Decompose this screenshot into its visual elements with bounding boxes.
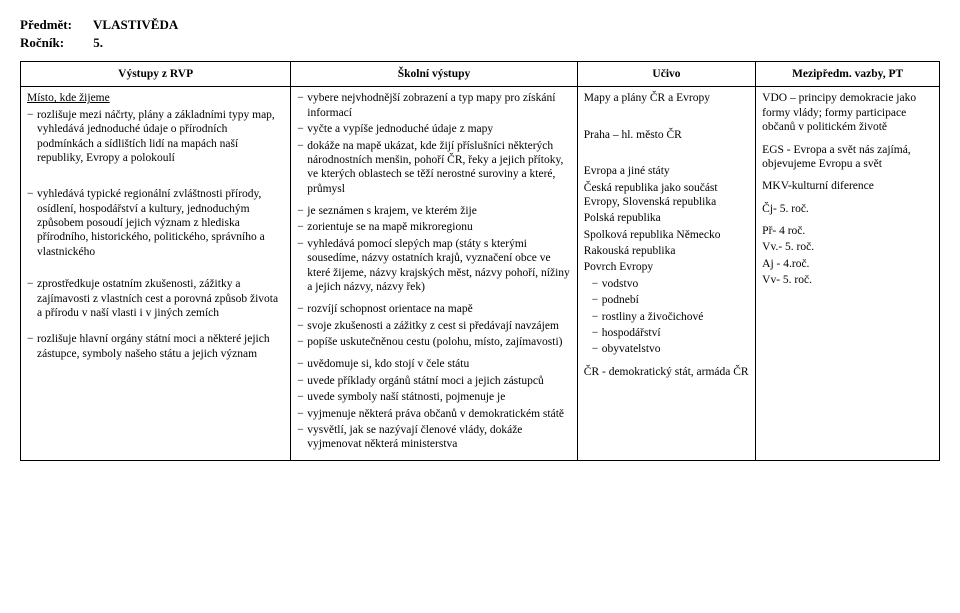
grade-label: Ročník:: [20, 34, 90, 52]
vazby-line: MKV-kulturní diference: [762, 179, 933, 193]
list-item: vybere nejvhodnější zobrazení a typ mapy…: [297, 91, 571, 120]
header-row: Výstupy z RVP Školní výstupy Učivo Mezip…: [21, 62, 940, 87]
ucivo-line: Mapy a plány ČR a Evropy: [584, 91, 749, 105]
spacer: [584, 108, 749, 118]
list-item: obyvatelstvo: [584, 342, 749, 356]
list-item: uvede symboly naší státnosti, pojmenuje …: [297, 390, 571, 404]
spacer: [27, 167, 284, 177]
grade-line: Ročník: 5.: [20, 34, 940, 52]
cell-vazby: VDO – principy demokracie jako formy vlá…: [756, 87, 940, 460]
grade-value: 5.: [93, 35, 103, 50]
list-item: je seznámen s krajem, ve kterém žije: [297, 204, 571, 218]
cell-school: vybere nejvhodnější zobrazení a typ mapy…: [291, 87, 578, 460]
list-item: uvědomuje si, kdo stojí v čele státu: [297, 357, 571, 371]
ucivo-line: Povrch Evropy: [584, 260, 749, 274]
subject-label: Předmět:: [20, 16, 90, 34]
ucivo-line: Rakouská republika: [584, 244, 749, 258]
page: Předmět: VLASTIVĚDA Ročník: 5. Výstupy z…: [0, 0, 960, 613]
vazby-line: Čj- 5. roč.: [762, 202, 933, 216]
ucivo-line: Spolková republika Německo: [584, 228, 749, 242]
list-item: vodstvo: [584, 277, 749, 291]
list-item: podnebí: [584, 293, 749, 307]
list-item: vyhledává typické regionální zvláštnosti…: [27, 187, 284, 259]
rvp-list: zprostředkuje ostatním zkušenosti, zážit…: [27, 277, 284, 320]
ucivo-line: Česká republika jako součást Evropy, Slo…: [584, 181, 749, 210]
col-header-vazby: Mezipředm. vazby, PT: [756, 62, 940, 87]
spacer: [584, 118, 749, 128]
school-list: uvědomuje si, kdo stojí v čele státu uve…: [297, 357, 571, 451]
rvp-list: rozlišuje hlavní orgány státní moci a ně…: [27, 332, 284, 361]
vazby-line: EGS - Evropa a svět nás zajímá, objevuje…: [762, 143, 933, 172]
cell-rvp: Místo, kde žijeme rozlišuje mezi náčrty,…: [21, 87, 291, 460]
list-item: rostliny a živočichové: [584, 310, 749, 324]
content-table: Výstupy z RVP Školní výstupy Učivo Mezip…: [20, 61, 940, 461]
list-item: vyjmenuje některá práva občanů v demokra…: [297, 407, 571, 421]
spacer: [584, 154, 749, 164]
vazby-line: Vv- 5. roč.: [762, 273, 933, 287]
vazby-line: Vv.- 5. roč.: [762, 240, 933, 254]
subject-value: VLASTIVĚDA: [93, 17, 178, 32]
list-item: svoje zkušenosti a zážitky z cest si pře…: [297, 319, 571, 333]
list-item: rozlišuje mezi náčrty, plány a základním…: [27, 108, 284, 166]
school-list: je seznámen s krajem, ve kterém žije zor…: [297, 204, 571, 294]
list-item: zprostředkuje ostatním zkušenosti, zážit…: [27, 277, 284, 320]
ucivo-line: Evropa a jiné státy: [584, 164, 749, 178]
list-item: popíše uskutečněnou cestu (polohu, místo…: [297, 335, 571, 349]
list-item: rozvíjí schopnost orientace na mapě: [297, 302, 571, 316]
ucivo-line: Polská republika: [584, 211, 749, 225]
list-item: zorientuje se na mapě mikroregionu: [297, 220, 571, 234]
content-row: Místo, kde žijeme rozlišuje mezi náčrty,…: [21, 87, 940, 460]
col-header-rvp: Výstupy z RVP: [21, 62, 291, 87]
rvp-list: vyhledává typické regionální zvláštnosti…: [27, 187, 284, 259]
spacer: [27, 177, 284, 187]
ucivo-line: ČR - demokratický stát, armáda ČR: [584, 365, 749, 379]
list-item: rozlišuje hlavní orgány státní moci a ně…: [27, 332, 284, 361]
vazby-line: Aj - 4.roč.: [762, 257, 933, 271]
spacer: [27, 322, 284, 332]
list-item: vyhledává pomocí slepých map (státy s kt…: [297, 237, 571, 295]
cell-ucivo: Mapy a plány ČR a Evropy Praha – hl. měs…: [577, 87, 755, 460]
list-item: vysvětlí, jak se nazývají členové vlády,…: [297, 423, 571, 452]
list-item: uvede příklady orgánů státní moci a jeji…: [297, 374, 571, 388]
spacer: [27, 261, 284, 271]
section-heading: Místo, kde žijeme: [27, 91, 284, 105]
spacer: [584, 144, 749, 154]
list-item: vyčte a vypíše jednoduché údaje z mapy: [297, 122, 571, 136]
doc-header: Předmět: VLASTIVĚDA Ročník: 5.: [20, 16, 940, 51]
rvp-list: rozlišuje mezi náčrty, plány a základním…: [27, 108, 284, 166]
ucivo-sublist: vodstvo podnebí rostliny a živočichové h…: [584, 277, 749, 357]
ucivo-line: Praha – hl. město ČR: [584, 128, 749, 142]
school-list: rozvíjí schopnost orientace na mapě svoj…: [297, 302, 571, 349]
subject-line: Předmět: VLASTIVĚDA: [20, 16, 940, 34]
vazby-line: VDO – principy demokracie jako formy vlá…: [762, 91, 933, 134]
col-header-ucivo: Učivo: [577, 62, 755, 87]
col-header-school: Školní výstupy: [291, 62, 578, 87]
school-list: vybere nejvhodnější zobrazení a typ mapy…: [297, 91, 571, 196]
list-item: dokáže na mapě ukázat, kde žijí příslušn…: [297, 139, 571, 197]
list-item: hospodářství: [584, 326, 749, 340]
vazby-line: Př- 4 roč.: [762, 224, 933, 238]
